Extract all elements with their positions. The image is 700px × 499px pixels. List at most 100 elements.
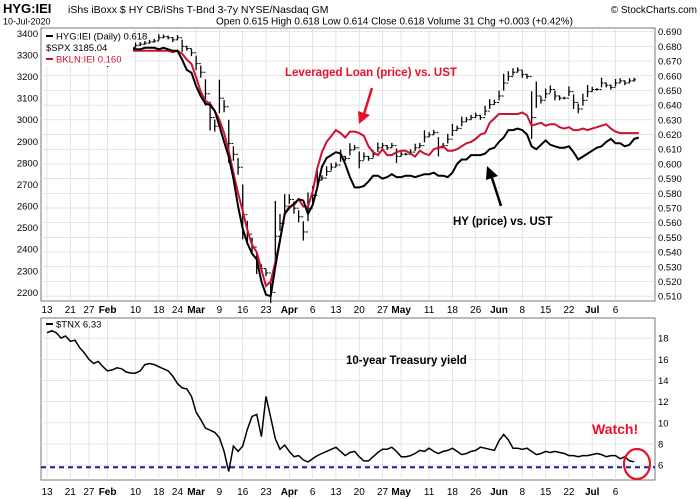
right-tick-label: 0.570 [658, 203, 682, 214]
x-tick-label: 18 [447, 305, 459, 316]
legend-spx: $SPX 3185.04 [46, 43, 107, 54]
x-tick-label: 24 [172, 487, 184, 498]
x-tick-label: 10 [130, 487, 142, 498]
x-tick-label: Apr [281, 487, 298, 498]
right-tick-label: 0.690 [658, 27, 682, 38]
bkln-line [46, 42, 639, 288]
annotation-watch: Watch! [592, 421, 638, 437]
right-tick-label: 0.620 [658, 130, 682, 141]
right-tick-label: 0.650 [658, 86, 682, 97]
right-tick-label: 0.530 [658, 262, 682, 273]
legend-background [43, 30, 133, 66]
x-tick-label: 18 [447, 487, 459, 498]
legend-bkln: BKLN:IEI 0.160 [56, 55, 121, 66]
left-tick-label: 2200 [17, 288, 38, 299]
main-panel-frame [40, 27, 656, 302]
x-tick-label: 22 [563, 305, 575, 316]
annotation-hy: HY (price) vs. UST [453, 216, 553, 228]
right-tick-label: 0.630 [658, 115, 682, 126]
left-tick-label: 2900 [17, 137, 38, 148]
main-legend: HYG:IEI (Daily) 0.618 $SPX 3185.04 BKLN:… [43, 30, 147, 66]
left-tick-label: 3400 [17, 29, 38, 40]
right-tick-label: 0.520 [658, 277, 682, 288]
x-tick-label: Jul [585, 487, 600, 498]
lower-right-axis: 6 8 10 12 14 16 18 [658, 334, 669, 472]
x-tick-label: 21 [65, 487, 77, 498]
quote-line: Open 0.615 High 0.618 Low 0.614 Close 0.… [216, 17, 573, 28]
lower-right-tick-label: 12 [658, 397, 669, 408]
x-tick-label: 27 [377, 305, 389, 316]
watch-circle [622, 447, 652, 481]
x-tick-label: 20 [354, 305, 366, 316]
left-tick-label: 2300 [17, 266, 38, 277]
left-tick-label: 2400 [17, 245, 38, 256]
right-tick-label: 0.550 [658, 233, 682, 244]
lower-x-axis: 13 21 27 Feb 10 18 24 Mar 9 16 23 Apr 6 13 20 27 May 11 18… [41, 318, 619, 498]
x-tick-label: 9 [217, 305, 223, 316]
left-tick-label: 3000 [17, 115, 38, 126]
annotation-hy-arrow-head [486, 166, 498, 180]
x-tick-label: 27 [83, 487, 95, 498]
annotation-loan-arrow-head [358, 111, 370, 124]
x-tick-label: 11 [424, 487, 435, 498]
x-tick-label: 26 [470, 305, 482, 316]
x-tick-label: 20 [354, 487, 366, 498]
chart-description: iShs iBoxx $ HY CB/iShs T-Bnd 3-7y NYSE/… [68, 4, 328, 16]
x-tick-label: 15 [540, 487, 552, 498]
left-tick-label: 2500 [17, 223, 38, 234]
left-tick-label: 3100 [17, 94, 38, 105]
x-tick-label: 16 [237, 305, 249, 316]
annotation-loan-arrow-shaft [362, 87, 374, 115]
lower-right-tick-label: 8 [658, 440, 663, 451]
watermark: © StockCharts.com [611, 5, 697, 16]
right-tick-label: 0.560 [658, 218, 682, 229]
x-tick-label: 11 [424, 305, 435, 316]
x-tick-label: 22 [563, 487, 575, 498]
lower-gridlines [41, 337, 655, 466]
x-tick-label: 24 [172, 305, 184, 316]
x-tick-label: Feb [99, 487, 117, 498]
x-tick-label: 27 [377, 487, 389, 498]
x-tick-label: 8 [520, 305, 526, 316]
left-tick-label: 2700 [17, 180, 38, 191]
lower-right-tick-label: 14 [658, 376, 669, 387]
left-tick-label: 3200 [17, 72, 38, 83]
x-tick-label: 15 [540, 305, 552, 316]
x-tick-label: 27 [83, 305, 95, 316]
left-tick-label: 3300 [17, 50, 38, 61]
x-tick-label: 13 [330, 305, 342, 316]
x-tick-label: 8 [520, 487, 526, 498]
main-x-axis: 13 21 27 Feb 10 18 24 Mar 9 16 23 Apr 6 13 20 27 May 11 18… [41, 28, 619, 316]
annotation-hy-arrow-shaft [490, 177, 503, 207]
annotation-loan: Leveraged Loan (price) vs. UST [285, 67, 457, 79]
right-tick-label: 0.610 [658, 145, 682, 156]
main-right-axis: 0.510 0.520 0.530 0.540 0.550 0.560 0.570 0.580… [658, 27, 682, 302]
legend-tnx: $TNX 6.33 [56, 320, 101, 331]
lower-right-tick-label: 18 [658, 334, 669, 345]
x-tick-label: 10 [130, 305, 142, 316]
lower-right-tick-label: 16 [658, 355, 669, 366]
x-tick-label: May [391, 487, 411, 498]
x-tick-label: May [391, 305, 411, 316]
x-tick-label: Jun [490, 487, 508, 498]
right-tick-label: 0.510 [658, 292, 682, 303]
left-tick-label: 2800 [17, 158, 38, 169]
x-tick-label: 6 [310, 305, 316, 316]
annotation-tnx: 10-year Treasury yield [346, 355, 467, 367]
x-tick-label: Mar [187, 305, 205, 316]
lower-right-tick-label: 10 [658, 418, 669, 429]
lower-panel-frame [40, 317, 656, 481]
x-tick-label: Feb [99, 305, 117, 316]
right-tick-label: 0.600 [658, 159, 682, 170]
x-tick-label: 18 [153, 487, 165, 498]
right-tick-label: 0.670 [658, 57, 682, 68]
x-tick-label: 13 [41, 305, 53, 316]
x-tick-label: 9 [217, 487, 223, 498]
x-tick-label: 6 [310, 487, 316, 498]
right-tick-label: 0.580 [658, 189, 682, 200]
x-tick-label: 23 [260, 487, 272, 498]
right-tick-label: 0.640 [658, 101, 682, 112]
x-tick-label: 13 [330, 487, 342, 498]
